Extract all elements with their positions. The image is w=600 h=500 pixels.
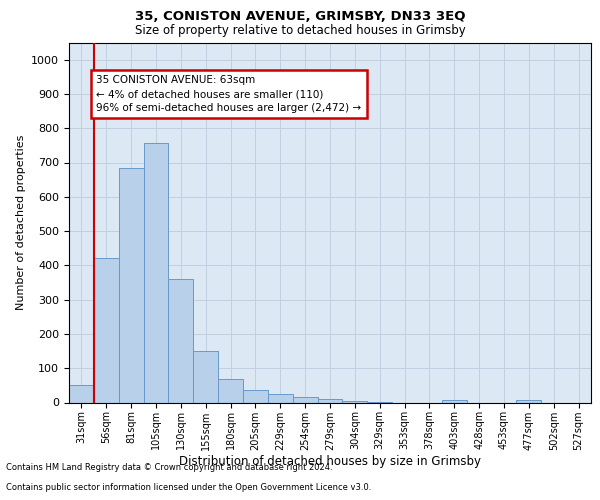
Text: Size of property relative to detached houses in Grimsby: Size of property relative to detached ho…	[134, 24, 466, 37]
Text: 35, CONISTON AVENUE, GRIMSBY, DN33 3EQ: 35, CONISTON AVENUE, GRIMSBY, DN33 3EQ	[135, 10, 465, 23]
Bar	[317, 399, 343, 402]
Bar	[442, 400, 467, 402]
Bar	[293, 398, 317, 402]
Bar	[243, 390, 268, 402]
X-axis label: Distribution of detached houses by size in Grimsby: Distribution of detached houses by size …	[179, 455, 481, 468]
Text: Contains HM Land Registry data © Crown copyright and database right 2024.: Contains HM Land Registry data © Crown c…	[6, 464, 332, 472]
Bar	[94, 258, 119, 402]
Bar	[169, 279, 193, 402]
Text: Contains public sector information licensed under the Open Government Licence v3: Contains public sector information licen…	[6, 484, 371, 492]
Bar	[193, 351, 218, 403]
Bar	[517, 400, 541, 402]
Bar	[143, 142, 169, 402]
Bar	[69, 386, 94, 402]
Bar	[268, 394, 293, 402]
Bar	[119, 168, 143, 402]
Bar	[343, 401, 367, 402]
Bar	[218, 378, 243, 402]
Text: 35 CONISTON AVENUE: 63sqm
← 4% of detached houses are smaller (110)
96% of semi-: 35 CONISTON AVENUE: 63sqm ← 4% of detach…	[97, 75, 361, 113]
Y-axis label: Number of detached properties: Number of detached properties	[16, 135, 26, 310]
